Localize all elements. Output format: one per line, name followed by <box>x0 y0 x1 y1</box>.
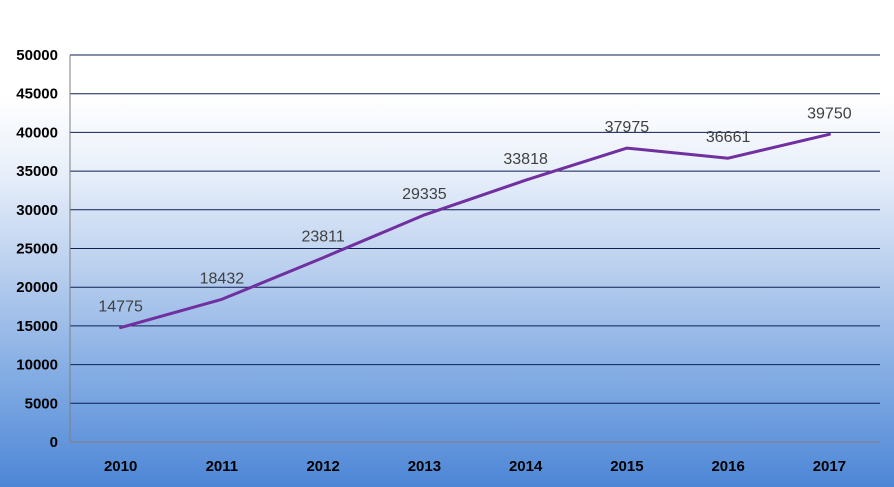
x-tick-label: 2015 <box>610 458 643 475</box>
x-tick-label: 2013 <box>408 458 441 475</box>
data-label: 39750 <box>807 105 852 122</box>
x-tick-label: 2017 <box>813 458 846 475</box>
x-tick-label: 2011 <box>206 458 239 475</box>
y-tick-label: 25000 <box>16 241 58 258</box>
gridlines <box>70 54 880 443</box>
data-label: 29335 <box>402 186 447 203</box>
data-label: 36661 <box>706 129 751 146</box>
data-label: 18432 <box>200 270 245 287</box>
x-tick-label: 2014 <box>509 458 543 475</box>
x-axis-tick-labels: 2010 2011 2012 2013 2014 2015 2016 2017 <box>104 458 846 475</box>
y-axis-tick-labels: 0 5000 10000 15000 20000 25000 30000 35000 40000… <box>16 47 58 451</box>
data-label: 14775 <box>98 299 143 316</box>
y-tick-label: 40000 <box>16 124 58 141</box>
x-tick-label: 2012 <box>306 458 339 475</box>
data-label: 23811 <box>301 229 344 246</box>
data-label: 37975 <box>605 119 650 136</box>
y-tick-label: 30000 <box>16 202 58 219</box>
y-tick-label: 35000 <box>16 163 58 180</box>
y-tick-label: 50000 <box>16 47 58 64</box>
y-tick-label: 15000 <box>16 318 58 335</box>
y-tick-label: 10000 <box>16 357 58 374</box>
y-tick-label: 20000 <box>16 279 58 296</box>
x-tick-label: 2010 <box>104 458 137 475</box>
data-labels: 14775 18432 23811 29335 33818 37975 36661 39750 <box>98 105 851 315</box>
data-label: 33818 <box>503 151 548 168</box>
y-tick-label: 45000 <box>16 86 58 103</box>
x-tick-label: 2016 <box>711 458 744 475</box>
y-tick-label: 0 <box>50 434 58 451</box>
series-line <box>119 132 831 330</box>
y-tick-label: 5000 <box>25 395 58 412</box>
